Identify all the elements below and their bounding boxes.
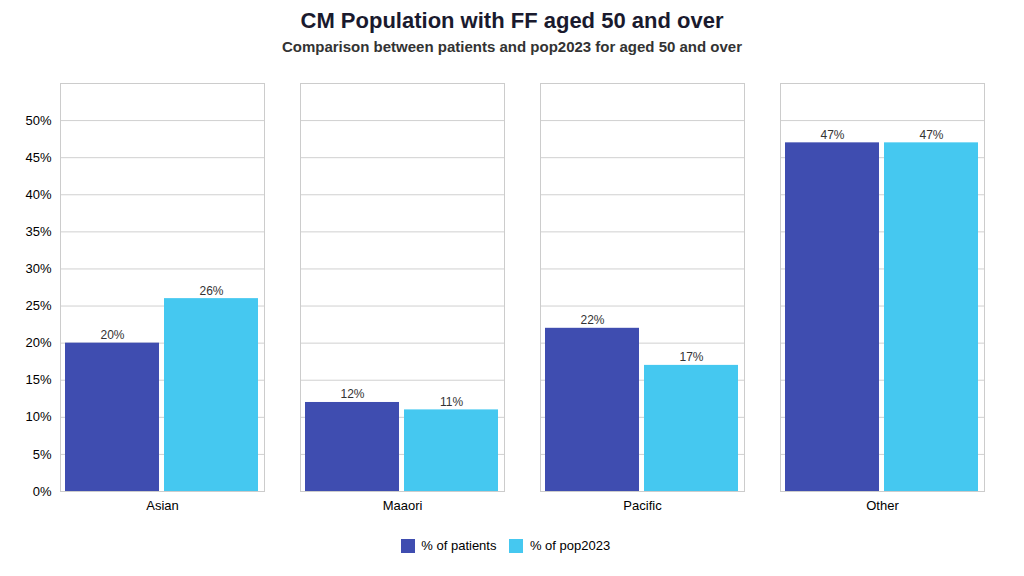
svg-text:20%: 20% [25, 335, 51, 350]
svg-text:45%: 45% [25, 150, 51, 165]
svg-text:10%: 10% [25, 409, 51, 424]
svg-text:22%: 22% [580, 313, 604, 327]
svg-text:35%: 35% [25, 224, 51, 239]
svg-text:30%: 30% [25, 261, 51, 276]
svg-text:11%: 11% [440, 395, 463, 409]
svg-text:Maaori: Maaori [383, 498, 423, 513]
svg-text:47%: 47% [820, 128, 844, 142]
svg-text:20%: 20% [100, 328, 124, 342]
svg-text:Asian: Asian [146, 498, 179, 513]
svg-text:40%: 40% [25, 187, 51, 202]
svg-text:Pacific: Pacific [623, 498, 662, 513]
svg-text:25%: 25% [25, 298, 51, 313]
html-text:CM Population with FF aged 50: CM Population with FF aged 50 and over [300, 8, 724, 33]
html-text:Comparison between patients an: Comparison between patients and pop2023 … [281, 38, 742, 55]
svg-text:26%: 26% [199, 284, 223, 298]
svg-text:0%: 0% [33, 484, 52, 499]
html-text:% of patients: % of patients [421, 538, 497, 553]
svg-text:5%: 5% [33, 447, 52, 462]
svg-text:17%: 17% [679, 350, 703, 364]
html-text:% of pop2023: % of pop2023 [530, 538, 611, 553]
svg-text:12%: 12% [340, 387, 364, 401]
svg-text:47%: 47% [919, 128, 943, 142]
svg-text:Other: Other [866, 498, 899, 513]
svg-text:50%: 50% [25, 113, 51, 128]
svg-text:15%: 15% [25, 372, 51, 387]
